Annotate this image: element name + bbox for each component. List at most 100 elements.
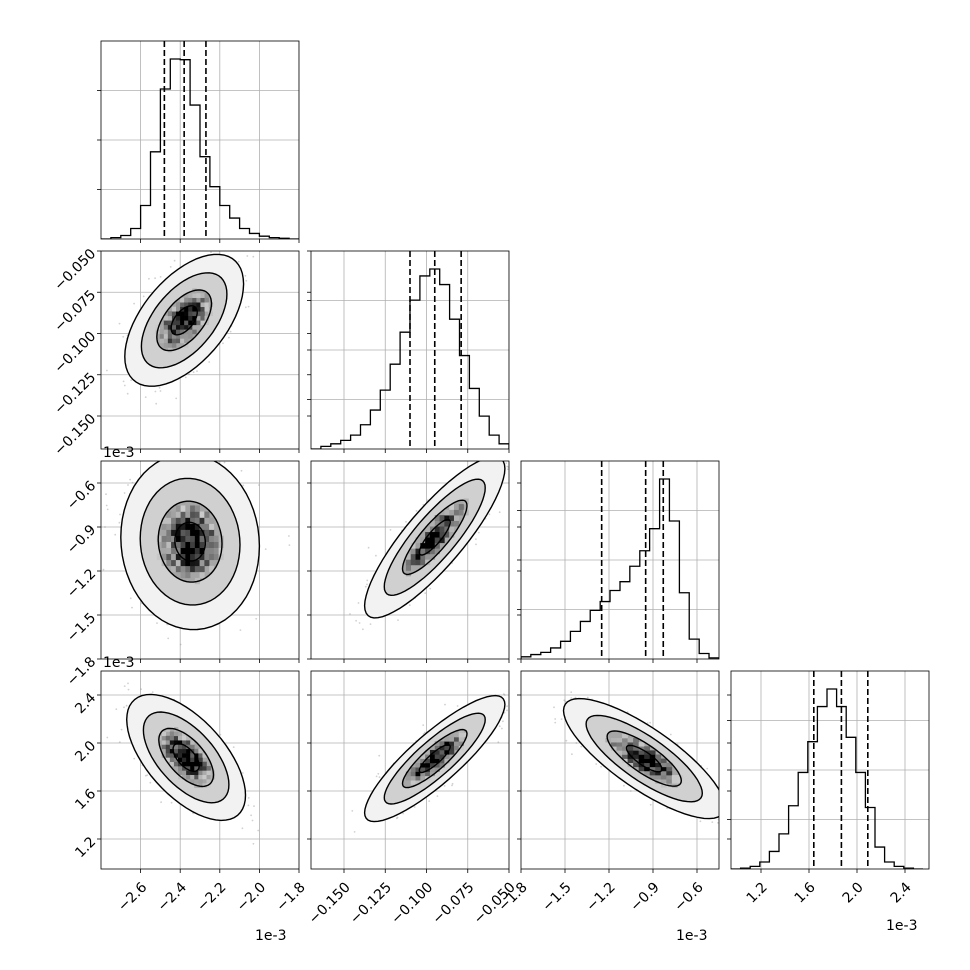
density-cell [166,547,172,555]
sample-point [246,255,249,257]
density-cell [171,529,177,536]
density-cell [156,553,162,561]
sample-point [223,461,226,464]
sample-point [232,247,234,249]
sample-point [242,484,245,487]
density-cell [173,761,179,767]
sample-point [527,699,529,701]
density-cell [196,320,201,326]
density-cell [434,515,440,521]
density-cell [194,748,199,754]
density-cell [163,342,169,348]
density-cell [185,547,191,555]
density-cell [199,559,205,567]
sample-point [422,724,425,726]
density-cell [196,293,201,298]
density-cell [429,542,436,549]
density-cell [175,553,181,561]
sample-point [184,376,187,379]
density-cell [209,565,215,573]
density-cell [429,531,436,538]
density-cell [194,774,199,780]
density-cell [171,517,177,524]
density-cell [425,531,431,538]
density-cell [202,766,207,771]
sample-point [159,390,162,392]
sample-point [129,478,132,481]
density-cell [434,531,440,538]
density-cell [186,744,191,750]
sample-point [179,643,182,646]
density-cell [453,515,460,521]
sample-point [123,492,126,494]
density-cell [204,306,209,312]
histogram-panel-0 [101,41,299,239]
density-cell [190,553,196,561]
sample-point [142,295,145,298]
density-cell [171,511,177,518]
density-cell [194,565,200,573]
sample-point [511,455,513,457]
density-cell [184,342,189,348]
sample-point [397,619,399,621]
density-cell [194,505,200,512]
sample-point [408,604,411,607]
contour-line [139,477,241,606]
sample-point [255,617,258,620]
sample-point [239,629,242,631]
density-cell [458,509,464,516]
density-cell [161,731,167,737]
density-cell [209,535,215,542]
sample-point [187,453,189,455]
density-cell [165,740,171,745]
histogram-step [101,58,299,239]
sample-point [378,754,381,757]
sample-point [115,708,118,711]
sample-point [405,521,407,523]
density-cell [209,547,215,555]
density-cell [175,547,181,555]
density-cell [199,529,205,536]
density-cell [425,537,431,544]
sample-point [230,458,232,460]
density-cell [198,753,203,758]
density-cell [196,297,201,303]
density-cell [209,541,215,549]
density-cell [199,511,205,518]
sample-point [247,305,250,308]
sample-point [497,741,500,744]
density-cell [190,511,196,518]
density-cell [198,761,203,767]
density-cell [190,547,196,555]
density-cell [190,744,195,750]
density-cell [176,338,181,344]
density-cell [161,735,167,741]
density-cell [204,320,209,326]
density-cell [429,548,436,555]
density-cell [444,509,450,516]
density-cell [449,526,455,533]
sample-point [151,691,154,693]
sample-point [367,546,370,549]
sample-point [133,757,136,760]
density-cell [184,333,189,339]
density-cell [182,770,187,775]
density-cell [198,766,203,771]
density-cell [194,753,199,758]
density-cell [190,505,196,512]
sample-point [510,482,512,484]
density-cell [190,766,195,771]
density-cell [199,523,205,530]
density-cell [182,744,187,750]
density-cell [204,523,210,530]
sample-point [198,445,200,447]
sample-point [119,513,121,516]
sample-point [169,266,172,268]
density-cell [167,315,173,321]
sample-point [149,781,152,784]
density-cell [196,315,201,321]
sample-point [160,801,163,804]
contour-line [363,461,506,619]
density-cell [182,774,187,780]
